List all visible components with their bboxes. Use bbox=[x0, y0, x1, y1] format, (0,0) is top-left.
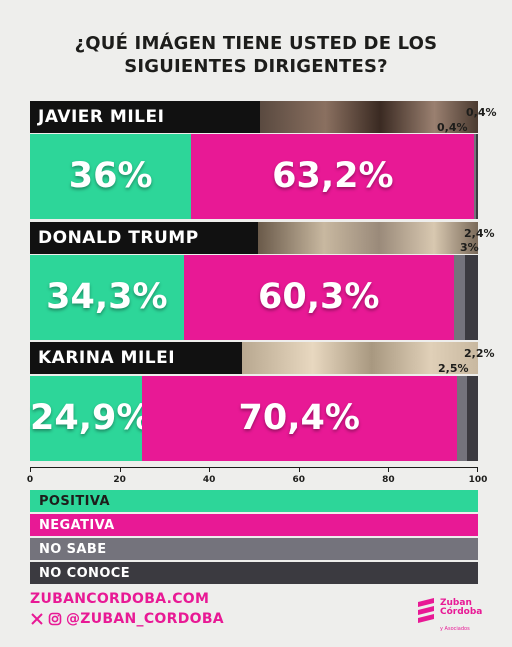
legend-label: NEGATIVA bbox=[39, 518, 115, 533]
data-label-positiva: 36% bbox=[68, 156, 153, 196]
x-tick-label: 0 bbox=[26, 475, 34, 485]
bar-no-conoce bbox=[476, 134, 478, 219]
x-tick bbox=[209, 467, 211, 472]
bar-no-sabe bbox=[453, 255, 465, 340]
legend-item-no-sabe: NO SABE bbox=[30, 538, 478, 560]
x-logo-icon[interactable] bbox=[30, 612, 44, 626]
legend-item-negativa: NEGATIVA bbox=[30, 514, 478, 536]
name-row-donald-trump: DONALD TRUMP bbox=[30, 222, 478, 254]
bar-no-sabe bbox=[456, 376, 467, 461]
category-label: KARINA MILEI bbox=[38, 348, 176, 368]
website-link[interactable]: ZUBANCORDOBA.COM bbox=[30, 591, 210, 607]
x-tick-label: 80 bbox=[382, 475, 395, 485]
bar-no-conoce bbox=[464, 255, 478, 340]
legend-label: POSITIVA bbox=[39, 494, 110, 509]
zuban-cordoba-logo-mark-icon bbox=[418, 598, 434, 623]
legend-label: NO CONOCE bbox=[39, 566, 131, 581]
data-label-no-conoce: 2,5% bbox=[438, 362, 469, 375]
data-label-no-sabe: 2,2% bbox=[464, 347, 495, 360]
legend-item-no-conoce: NO CONOCE bbox=[30, 562, 478, 584]
bar-no-sabe bbox=[474, 134, 477, 219]
x-axis: 0 20 40 60 80 100 bbox=[26, 467, 487, 487]
legend-label: NO SABE bbox=[39, 542, 107, 557]
bar-row-javier-milei: 36% 63,2% bbox=[30, 134, 478, 219]
data-label-negativa: 60,3% bbox=[258, 277, 380, 317]
bar-negativa bbox=[191, 134, 475, 219]
x-tick-label: 20 bbox=[113, 475, 126, 485]
logo-text: Zuban Córdoba bbox=[440, 598, 483, 617]
x-tick-label: 40 bbox=[202, 475, 216, 485]
chart-title: ¿QUÉ IMÁGEN TIENE USTED DE LOS SIGUIENTE… bbox=[20, 32, 492, 78]
bar-row-karina-milei: 24,9% 70,4% bbox=[30, 376, 478, 461]
name-row-javier-milei: JAVIER MILEI bbox=[30, 101, 478, 133]
bar-positiva bbox=[30, 255, 184, 340]
data-label-no-conoce: 0,4% bbox=[437, 121, 468, 134]
x-tick bbox=[30, 467, 31, 472]
x-tick bbox=[119, 467, 121, 472]
logo-subtext: y Asociados bbox=[440, 626, 470, 632]
social-handles: @ZUBAN_CORDOBA bbox=[30, 611, 224, 627]
data-label-negativa: 70,4% bbox=[238, 398, 360, 438]
x-tick bbox=[298, 467, 300, 472]
zuban-cordoba-logo: Zuban Córdoba y Asociados bbox=[415, 596, 495, 632]
portrait-photo bbox=[242, 342, 478, 374]
name-row-karina-milei: KARINA MILEI bbox=[30, 342, 478, 374]
bar-row-donald-trump: 34,3% 60,3% bbox=[30, 255, 478, 340]
data-label-no-sabe: 2,4% bbox=[464, 227, 495, 240]
data-label-no-conoce: 3% bbox=[460, 241, 479, 254]
bar-negativa bbox=[141, 376, 457, 461]
title-line-1: ¿QUÉ IMÁGEN TIENE USTED DE LOS bbox=[74, 33, 438, 54]
portrait-photo bbox=[258, 222, 478, 254]
instagram-icon[interactable] bbox=[48, 612, 62, 626]
x-tick bbox=[388, 467, 390, 472]
portrait-photo bbox=[260, 101, 478, 133]
x-tick-label: 100 bbox=[468, 475, 488, 485]
bar-no-conoce bbox=[466, 376, 478, 461]
category-label: JAVIER MILEI bbox=[38, 107, 165, 127]
x-axis-line bbox=[30, 467, 478, 468]
title-line-2: SIGUIENTES DIRIGENTES? bbox=[124, 56, 388, 77]
data-label-positiva: 24,9% bbox=[30, 398, 152, 438]
x-tick-label: 60 bbox=[292, 475, 306, 485]
data-label-positiva: 34,3% bbox=[46, 277, 168, 317]
data-label-negativa: 63,2% bbox=[272, 156, 394, 196]
category-label: DONALD TRUMP bbox=[38, 228, 199, 248]
legend-item-positiva: POSITIVA bbox=[30, 490, 478, 512]
data-label-no-sabe: 0,4% bbox=[466, 106, 497, 119]
social-handle[interactable]: @ZUBAN_CORDOBA bbox=[66, 611, 224, 627]
x-tick bbox=[477, 467, 478, 472]
bar-positiva bbox=[30, 134, 192, 219]
bar-negativa bbox=[183, 255, 454, 340]
bar-positiva bbox=[30, 376, 142, 461]
